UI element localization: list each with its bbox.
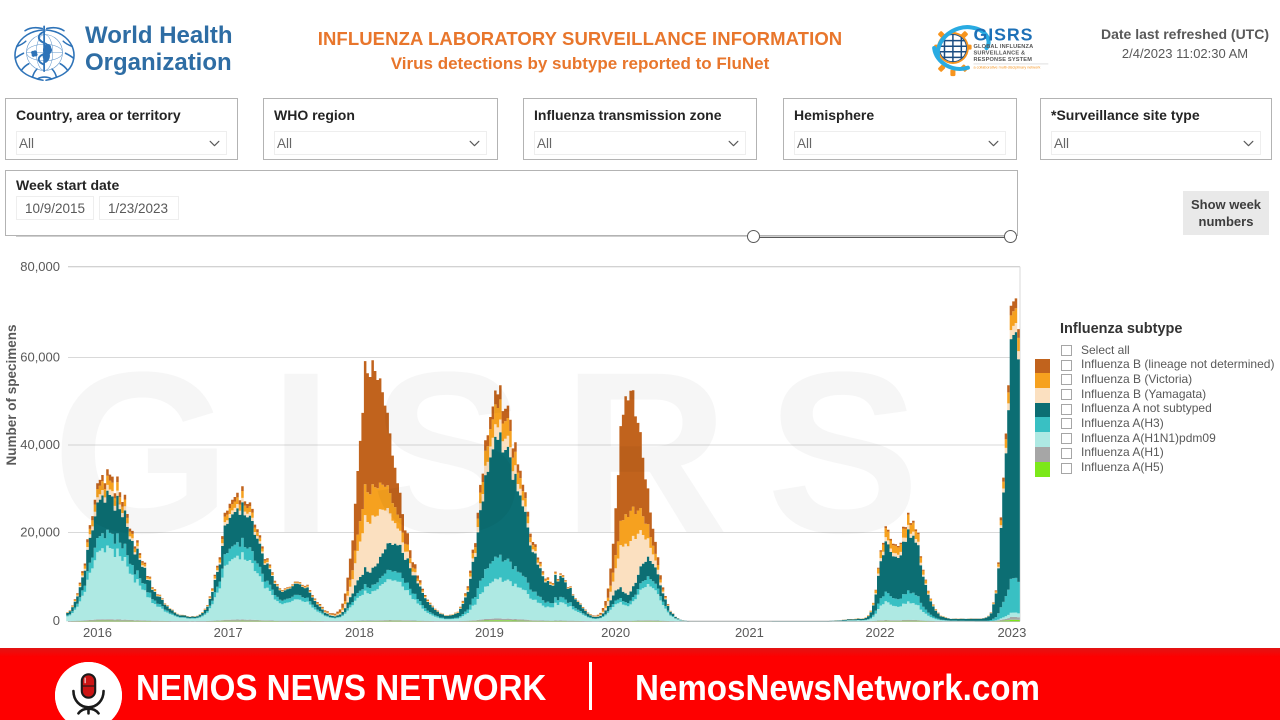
svg-text:RESPONSE SYSTEM: RESPONSE SYSTEM [973,57,1032,63]
svg-text:GLOBAL INFLUENZA: GLOBAL INFLUENZA [973,44,1033,50]
svg-text:GISRS: GISRS [973,25,1033,45]
svg-text:a collaborative multi-discipli: a collaborative multi-disciplinary netwo… [973,66,1040,70]
svg-text:SURVEILLANCE &: SURVEILLANCE & [973,51,1025,57]
